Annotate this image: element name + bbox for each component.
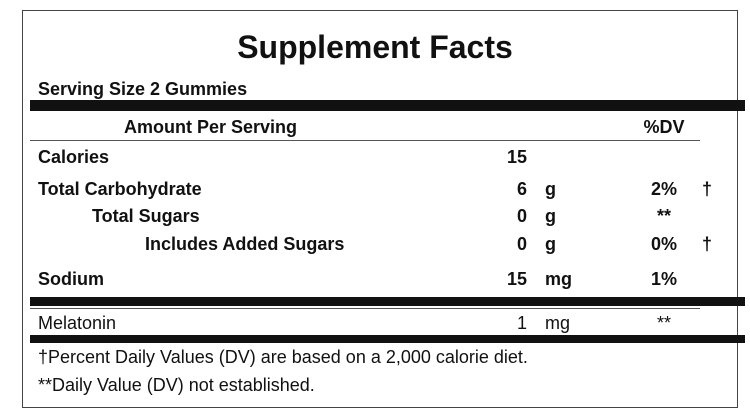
nutrient-name: Total Sugars [92,206,200,226]
amount-header: Amount Per Serving [124,117,298,137]
dv-header: %DV [643,117,685,137]
amount: 1 [516,313,527,333]
thin-rule [30,140,700,141]
daily-value: ** [656,206,671,226]
thick-rule [30,335,745,343]
daily-value: ** [656,313,671,333]
amount: 15 [506,147,527,167]
amount: 15 [506,269,527,289]
amount: 0 [516,206,527,226]
nutrient-name: Melatonin [38,313,117,333]
label-border [22,10,738,408]
daily-value: 1% [650,269,677,289]
unit: g [545,234,556,254]
dagger: † [702,179,713,199]
dagger: † [702,234,713,254]
nutrient-name: Calories [38,147,110,167]
nutrient-name: Includes Added Sugars [145,234,345,254]
serving-size: Serving Size 2 Gummies [38,79,248,99]
amount: 6 [516,179,527,199]
footnote: **Daily Value (DV) not established. [38,375,315,395]
footnote: †Percent Daily Values (DV) are based on … [38,347,528,367]
thick-rule [30,297,745,306]
daily-value: 2% [650,179,677,199]
unit: mg [545,269,572,289]
unit: g [545,206,556,226]
thick-rule [30,100,745,111]
unit: mg [545,313,571,333]
nutrient-name: Sodium [38,269,104,289]
nutrient-name: Total Carbohydrate [38,179,202,199]
daily-value: 0% [650,234,677,254]
title: Supplement Facts [237,29,513,65]
unit: g [545,179,556,199]
amount: 0 [516,234,527,254]
thin-rule [30,308,700,309]
